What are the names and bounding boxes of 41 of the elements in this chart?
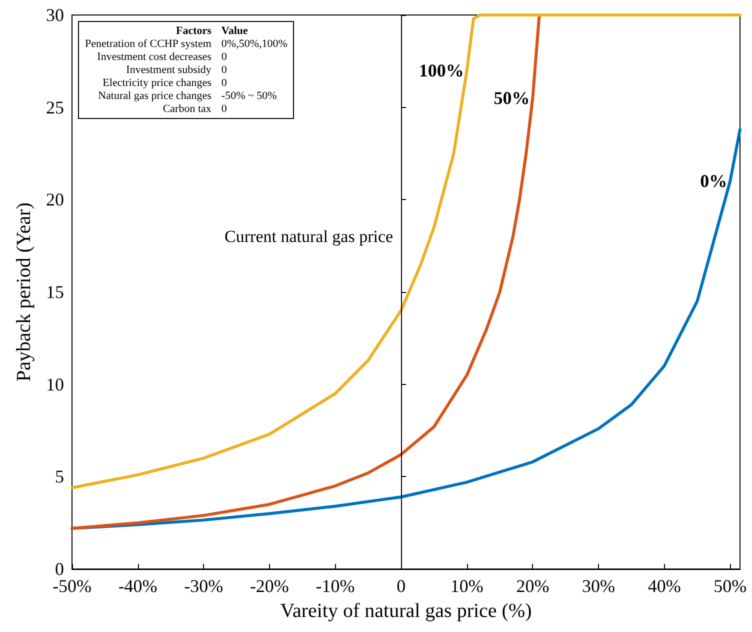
annotation: Value — [221, 25, 249, 37]
x-tick-label: -20% — [250, 576, 289, 596]
line-series — [70, 14, 541, 530]
annotation: 0 — [221, 64, 228, 76]
x-tick-label: -40% — [118, 576, 158, 596]
annotation: 0 — [221, 51, 228, 63]
x-tick-label: -10% — [316, 576, 355, 596]
annotation: Penetration of CCHP system — [85, 38, 212, 50]
series-label: 0% — [700, 171, 728, 192]
x-tick-label: 0 — [396, 576, 406, 596]
y-tick-label: 5 — [55, 466, 64, 487]
series-label: 50% — [494, 88, 530, 108]
annotation: 0%,50%,100% — [221, 38, 288, 50]
x-tick-label: 20% — [516, 576, 550, 596]
y-tick-label: 30 — [46, 5, 64, 25]
y-axis-title: Payback period (Year) — [13, 202, 35, 382]
annotation: -50% ~ 50% — [221, 90, 278, 102]
y-tick-label: 20 — [46, 190, 64, 210]
line-series — [70, 14, 742, 490]
x-tick-label: -50% — [52, 576, 92, 596]
x-tick-label: -30% — [184, 576, 224, 596]
y-tick-label: 15 — [46, 282, 64, 302]
y-tick-label: 25 — [46, 97, 64, 118]
y-tick-label: 10 — [46, 374, 64, 394]
line-series — [70, 128, 742, 530]
x-tick-label: 30% — [582, 576, 616, 596]
x-axis-title: Vareity of natural gas price (%) — [280, 600, 532, 622]
annotation: Investment subsidy — [125, 64, 212, 76]
x-tick-label: 50% — [714, 576, 747, 596]
annotation: Investment cost decreases — [96, 51, 212, 63]
series-label: 100% — [418, 60, 464, 80]
annotation: 0 — [221, 77, 228, 89]
x-tick-label: 10% — [450, 576, 484, 596]
annotation: Factors — [174, 25, 212, 37]
annotation: Carbon tax — [162, 103, 212, 115]
annotation: Electricity price changes — [102, 77, 212, 89]
annotation: 0 — [221, 103, 228, 115]
annotation: Natural gas price changes — [97, 90, 212, 102]
y-tick-label: 0 — [55, 559, 64, 579]
ref-line-label: Current natural gas price — [224, 227, 394, 246]
x-tick-label: 40% — [648, 576, 681, 596]
